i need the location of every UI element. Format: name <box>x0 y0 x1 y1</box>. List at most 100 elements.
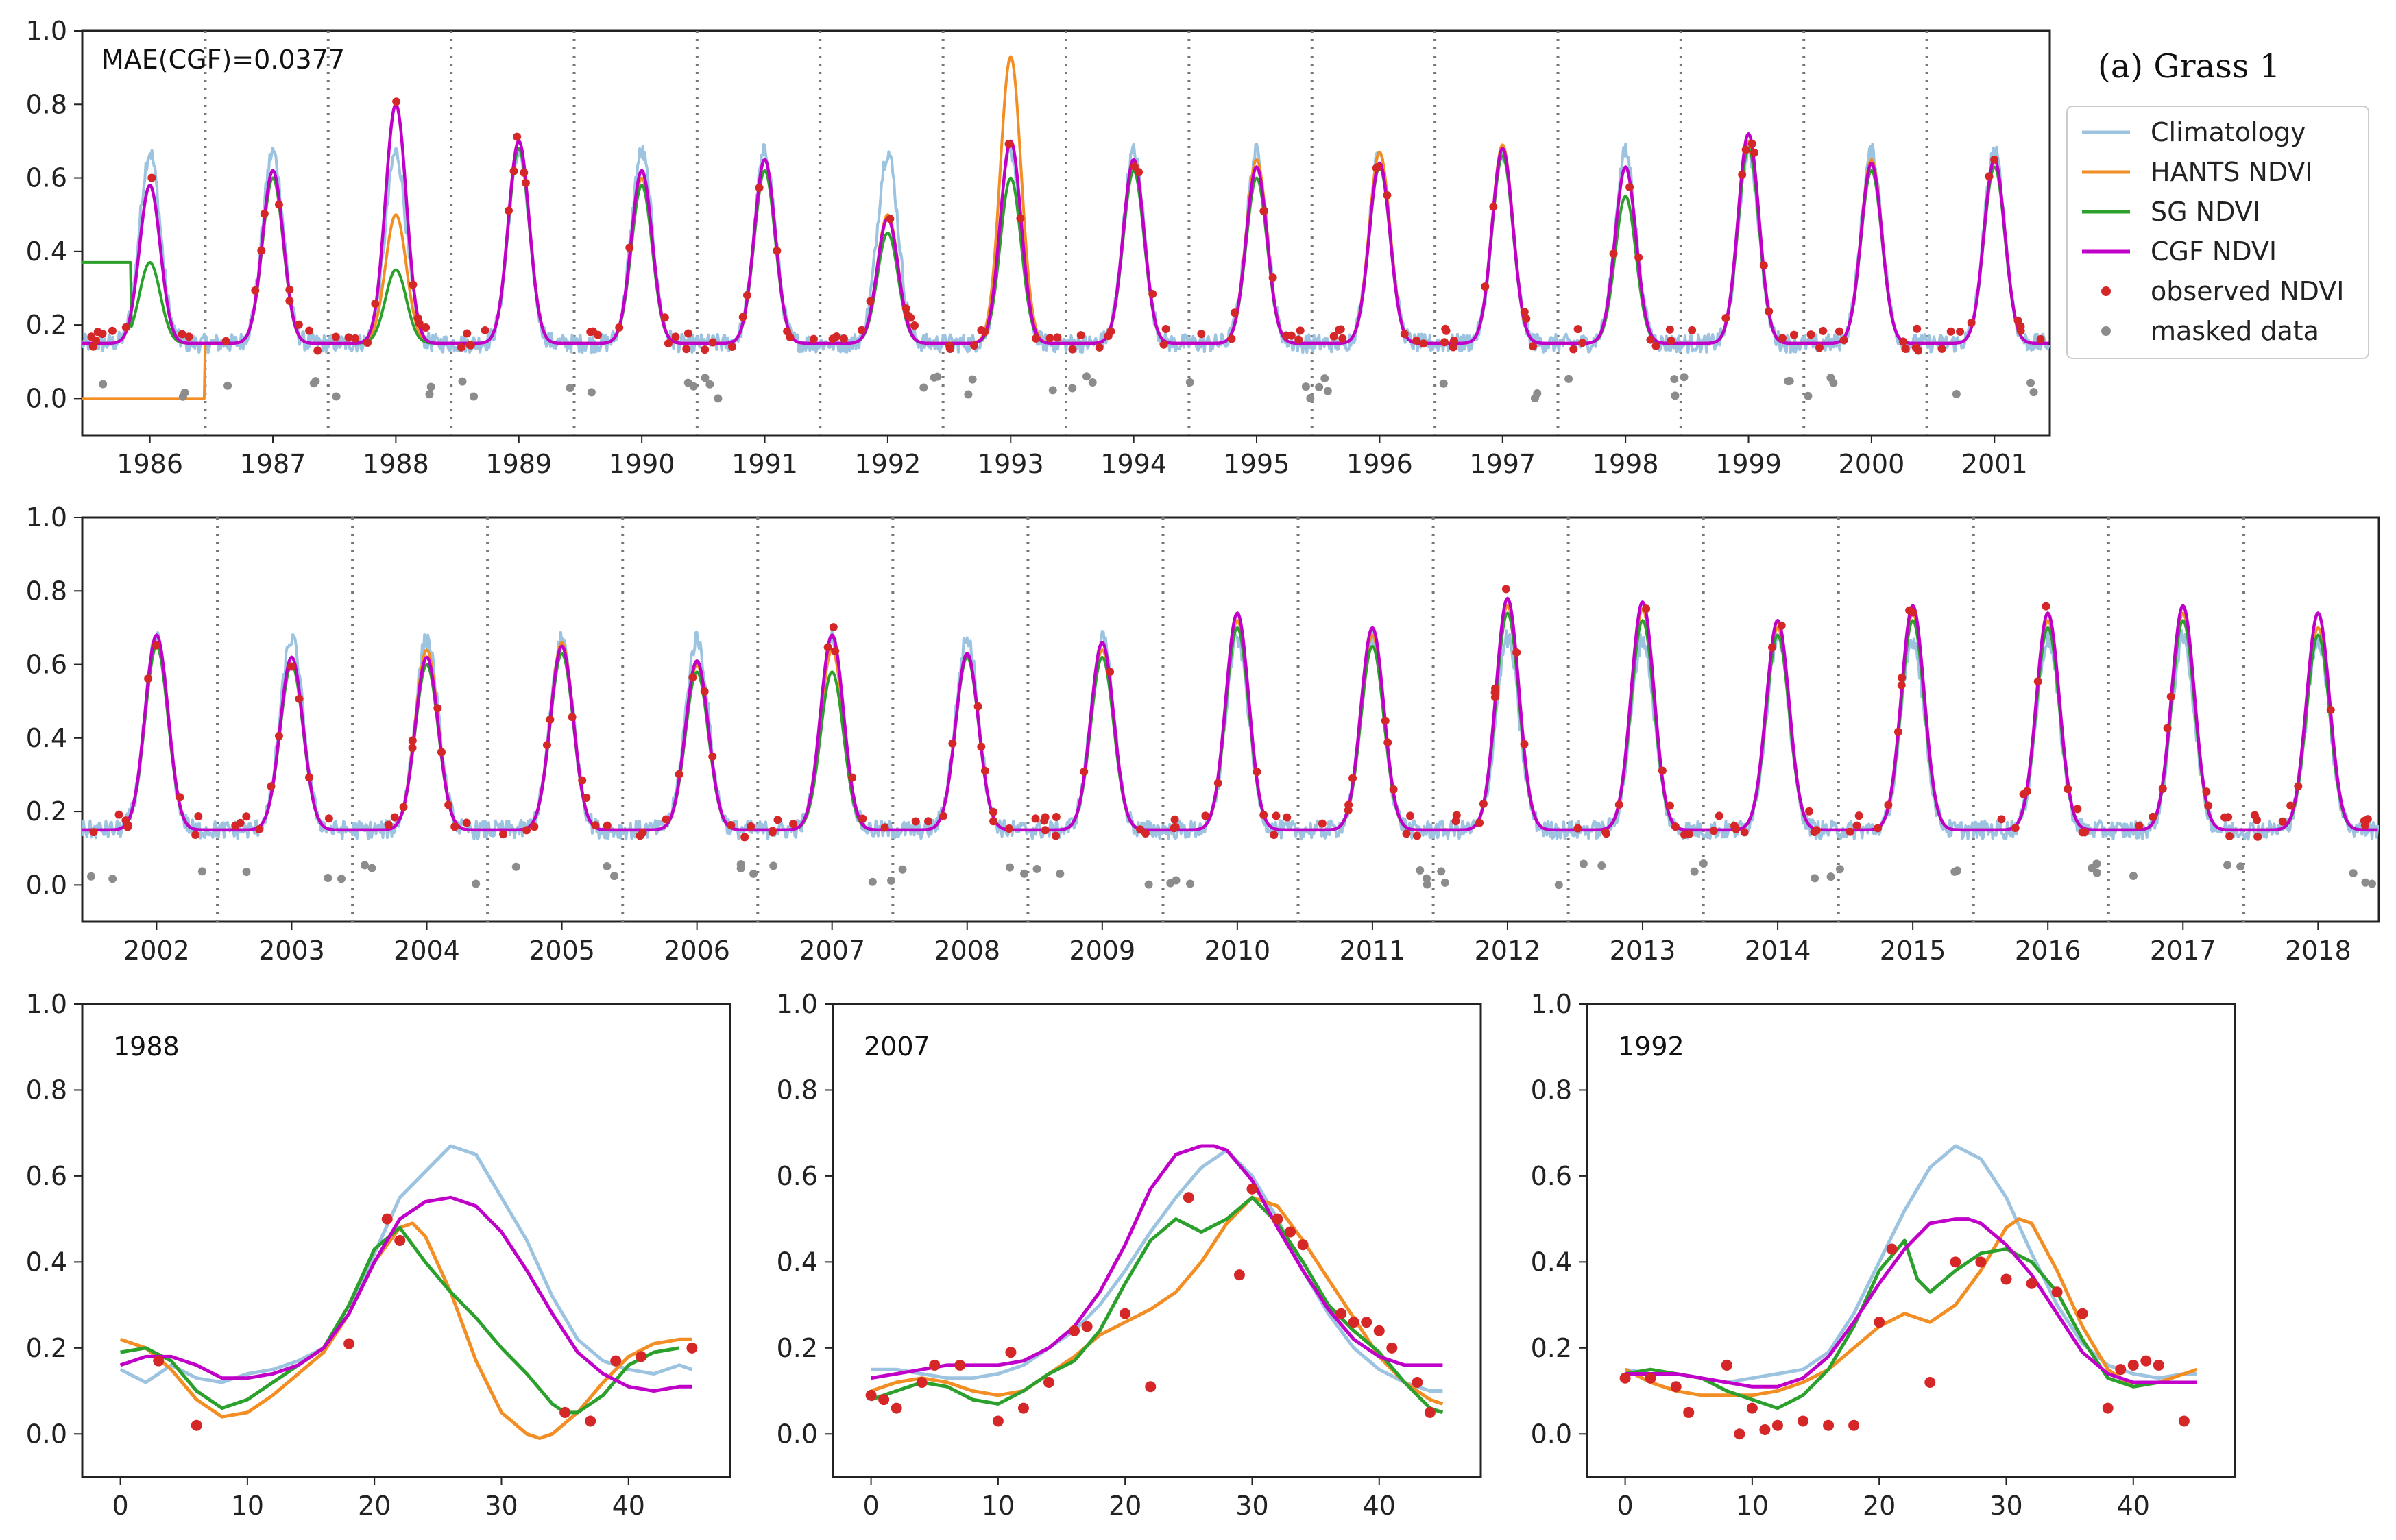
panel-2007-observed-point <box>1120 1308 1131 1319</box>
middle-panel-observed-point <box>1259 810 1268 819</box>
top-panel-masked-point <box>1952 390 1961 399</box>
top-panel-masked-point <box>933 372 942 381</box>
middle-panel-observed-point <box>1141 829 1150 838</box>
panel-1988-observed-point <box>191 1419 202 1431</box>
middle-panel-observed-point <box>924 817 933 826</box>
middle-panel-masked-point <box>1423 880 1431 889</box>
top-panel-observed-point <box>970 341 979 350</box>
panel-2007-observed-point <box>929 1359 941 1371</box>
top-panel-masked-point <box>1533 389 1542 398</box>
panel-1988-series-hants-ndvi <box>119 1221 692 1440</box>
panel-1988-observed-point <box>394 1235 406 1246</box>
middle-panel-observed-point <box>2022 787 2031 796</box>
top-panel-observed-point <box>1835 327 1843 336</box>
panel-1992-xtick-label: 0 <box>1617 1491 1633 1521</box>
panel-1992-year-label: 1992 <box>1618 1031 1684 1062</box>
panel-1992-observed-point <box>1619 1372 1631 1384</box>
panel-2007-ytick-label: 0.6 <box>777 1161 818 1191</box>
top-panel-observed-point <box>1481 282 1490 291</box>
top-panel-observed-point <box>660 313 669 322</box>
middle-panel-observed-point <box>384 820 393 829</box>
panel-1992-series-cgf-ndvi <box>1625 1217 2197 1389</box>
middle-panel-observed-point <box>727 821 736 830</box>
top-panel-masked-point <box>701 374 710 382</box>
middle-panel-observed-point <box>1740 828 1749 837</box>
middle-panel-observed-point <box>2294 782 2303 791</box>
top-panel-observed-point <box>463 329 472 338</box>
panel-1992-observed-point <box>1950 1256 1961 1268</box>
panel-1988-series-climatology <box>119 1144 693 1384</box>
middle-panel-xtick-label: 2016 <box>2015 936 2081 966</box>
top-panel-observed-point <box>1419 339 1428 348</box>
middle-panel-ytick-label: 1.0 <box>26 502 67 533</box>
top-panel-observed-point <box>285 285 294 294</box>
panel-1992-observed-point <box>2140 1355 2152 1367</box>
top-panel-observed-point <box>742 291 751 300</box>
top-panel-masked-point <box>180 388 189 397</box>
panel-2007-observed-point <box>992 1415 1004 1427</box>
top-panel-masked-point <box>705 380 714 389</box>
middle-panel-observed-point <box>295 694 304 703</box>
top-panel-observed-point <box>1449 336 1458 345</box>
middle-panel-observed-point <box>2253 832 2262 841</box>
middle-panel-observed-point <box>152 641 161 650</box>
top-panel-observed-point <box>857 326 866 334</box>
top-panel-xtick-label: 1995 <box>1224 449 1290 479</box>
legend-label: HANTS NDVI <box>2151 157 2313 187</box>
top-panel-xtick-label: 2001 <box>1961 449 2028 479</box>
middle-panel-masked-point <box>86 872 95 881</box>
top-panel-observed-point <box>1646 335 1655 344</box>
top-panel-masked-point <box>683 378 692 387</box>
panel-2007-observed-point <box>878 1394 890 1406</box>
panel-1992-ytick-label: 0.6 <box>1531 1161 1572 1191</box>
middle-panel-observed-point <box>603 821 612 830</box>
middle-panel-masked-point <box>2349 869 2358 878</box>
middle-panel-observed-point <box>2073 805 2082 814</box>
middle-panel-observed-point <box>1671 822 1680 831</box>
middle-panel-observed-point <box>2158 784 2167 793</box>
top-panel-observed-point <box>828 334 837 343</box>
middle-panel-observed-point <box>176 793 184 802</box>
panel-1992-observed-point <box>2153 1359 2164 1371</box>
middle-panel-observed-point <box>1383 738 1392 747</box>
top-panel-observed-point <box>481 326 489 334</box>
middle-panel-observed-point <box>1381 716 1390 725</box>
middle-panel-observed-point <box>1665 801 1674 810</box>
middle-panel-observed-point <box>1452 811 1461 820</box>
top-panel-masked-point <box>919 383 928 392</box>
top-panel-observed-point <box>1806 330 1815 339</box>
middle-panel-observed-point <box>305 773 314 782</box>
middle-panel-observed-point <box>989 807 998 816</box>
top-panel-observed-point <box>945 344 954 353</box>
top-panel-observed-point <box>1259 207 1268 216</box>
top-panel-masked-point <box>1088 378 1097 387</box>
top-panel-observed-point <box>466 341 475 350</box>
top-panel-masked-point <box>1671 391 1680 400</box>
top-panel-masked-point <box>1826 374 1835 382</box>
middle-panel-observed-point <box>2363 815 2372 824</box>
top-panel-ytick-label: 0.0 <box>26 383 67 413</box>
middle-panel-masked-point <box>2092 868 2101 877</box>
top-panel-observed-point <box>1634 253 1643 262</box>
middle-panel-observed-point <box>1170 815 1179 824</box>
top-panel-observed-point <box>1899 337 1908 346</box>
top-panel-masked-point <box>1048 386 1057 395</box>
middle-panel-observed-point <box>823 643 832 652</box>
middle-panel-observed-point <box>1852 821 1861 830</box>
middle-panel-xtick-label: 2007 <box>799 936 865 966</box>
middle-panel-observed-point <box>831 647 840 656</box>
panel-1988-xtick-label: 10 <box>231 1491 264 1521</box>
top-panel-observed-point <box>1573 325 1582 334</box>
middle-panel-observed-point <box>2224 813 2233 822</box>
legend-label: CGF NDVI <box>2151 236 2277 267</box>
top-panel-observed-point <box>1529 342 1538 351</box>
middle-panel-masked-point <box>603 861 612 870</box>
top-panel-observed-point <box>708 338 717 347</box>
top-panel-masked-point <box>99 380 108 389</box>
panel-2007-observed-point <box>1005 1347 1017 1358</box>
top-panel-observed-point <box>1449 343 1457 352</box>
panel-1988-xtick-label: 20 <box>358 1491 391 1521</box>
middle-panel-masked-point <box>1416 866 1425 875</box>
middle-panel-xtick-label: 2002 <box>123 936 190 966</box>
middle-panel-xtick-label: 2015 <box>1880 936 1946 966</box>
